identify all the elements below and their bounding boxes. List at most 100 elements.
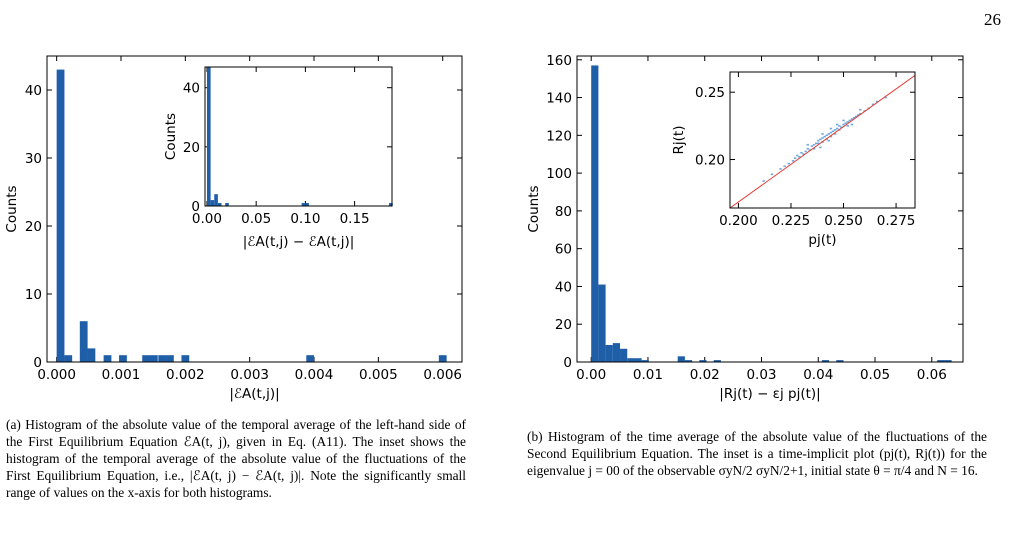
a-main-xtick-label: 0.005 [359, 367, 398, 383]
a-main-plot-border [46, 55, 463, 363]
a-main-xtick-label: 0.002 [166, 367, 205, 383]
a-inset-bar [206, 67, 211, 206]
b-inset-xtick-label: 0.225 [772, 213, 811, 229]
b-inset-point [821, 137, 824, 139]
b-main-bar [598, 284, 606, 362]
b-main-y-axis-label: Counts [526, 185, 542, 232]
b-main-bar [944, 360, 952, 362]
b-inset-point [846, 121, 849, 123]
a-inset-y-axis-label: Counts [163, 113, 179, 160]
b-inset-point [829, 131, 833, 134]
a-inset-xtick-label: 0.00 [192, 211, 222, 227]
b-inset-point [833, 129, 837, 131]
b-inset-point [857, 114, 860, 116]
b-main-plot-border [576, 55, 964, 363]
b-inset-point [852, 116, 856, 119]
b-main-xtick-label: 0.06 [917, 367, 947, 383]
b-inset-y-axis-label: Rj(t) [671, 126, 687, 155]
b-inset-point [831, 130, 835, 133]
b-inset-point [819, 138, 822, 141]
b-main-xtick-label: 0.01 [633, 367, 663, 383]
b-inset-point [762, 180, 765, 182]
a-main-x-axis-label: |ℰA(t,j)| [229, 386, 279, 402]
a-main-bar [149, 355, 158, 362]
a-inset-ytick-label: 20 [183, 140, 200, 156]
b-inset-point [836, 123, 839, 126]
b-inset-point [810, 145, 814, 147]
b-inset-point [884, 96, 887, 99]
b-inset-fit-line [729, 74, 916, 209]
a-inset-x-axis-label: |ℰA(t,j) − ℰA(t,j)| [243, 234, 355, 250]
a-inset-bar [214, 194, 218, 206]
a-main-xtick-label: 0.004 [295, 367, 334, 383]
a-main-xtick-label: 0.000 [37, 367, 76, 383]
b-main-bar [684, 360, 693, 362]
b-main-ytick-label: 20 [555, 317, 572, 333]
a-main-bar [181, 355, 190, 362]
b-inset-point [875, 100, 879, 103]
a-inset-bar [389, 203, 393, 206]
b-inset-point [819, 146, 822, 149]
a-inset-bar [225, 203, 229, 206]
caption-a: (a) Histogram of the absolute value of t… [6, 417, 466, 500]
b-inset-plot-border [729, 71, 916, 209]
b-main-xtick-label: 0.00 [576, 367, 606, 383]
a-main-bar [56, 69, 65, 362]
b-main-xtick-label: 0.02 [690, 367, 720, 383]
b-inset-point [842, 123, 845, 126]
a-main-bar [306, 355, 315, 362]
b-main-ytick-label: 100 [546, 166, 572, 182]
a-main-bar [142, 355, 151, 362]
a-inset-xtick-label: 0.10 [290, 211, 320, 227]
a-inset-ytick-label: 0 [191, 199, 200, 215]
a-main-ytick-label: 0 [33, 355, 42, 371]
b-inset-point [838, 125, 841, 127]
b-inset-point [808, 149, 812, 151]
b-inset-point [829, 135, 833, 138]
b-main-xtick-label: 0.05 [860, 367, 890, 383]
b-inset-point [827, 133, 831, 135]
b-inset-xtick-label: 0.200 [719, 213, 758, 229]
b-inset-point [836, 127, 839, 130]
b-inset-x-axis-label: pj(t) [808, 232, 836, 248]
b-main-ytick-label: 160 [546, 53, 572, 69]
b-main-xtick-label: 0.04 [803, 367, 833, 383]
b-main-bar [620, 348, 628, 362]
a-main-xtick-label: 0.003 [230, 367, 269, 383]
a-inset-xtick-label: 0.15 [340, 211, 370, 227]
b-main-bar [641, 360, 649, 362]
page-number: 26 [984, 10, 1001, 29]
a-inset-bar [305, 203, 309, 206]
a-inset-bar [217, 203, 222, 206]
b-inset-point [854, 115, 858, 118]
b-inset-point [821, 133, 824, 135]
a-inset-bar [301, 203, 306, 206]
b-main-bar [591, 65, 599, 362]
b-inset-point [859, 108, 862, 111]
a-main-ytick-label: 10 [25, 287, 42, 303]
a-main-ytick-label: 40 [25, 83, 42, 99]
b-inset-point [846, 125, 849, 127]
b-main-ytick-label: 120 [546, 128, 572, 144]
a-main-y-axis-label: Counts [4, 185, 20, 232]
b-inset-point [770, 173, 774, 176]
a-inset-plot-border [204, 66, 393, 207]
b-inset-point [817, 139, 820, 142]
b-inset-point [850, 118, 854, 120]
b-inset-point [825, 134, 828, 137]
figure-canvas: 0.000 0.001 0.002 0.003 0.004 0.005 0.00601020… [4, 53, 964, 402]
a-main-bar [438, 355, 447, 362]
a-main-xtick-label: 0.006 [423, 367, 462, 383]
b-inset-ytick-label: 0.20 [695, 153, 725, 169]
b-main-bar [612, 343, 621, 362]
b-inset-point [783, 165, 786, 168]
b-inset-point [848, 119, 852, 122]
b-inset-point [814, 142, 818, 145]
b-inset-point [806, 147, 809, 150]
b-inset-point [793, 157, 797, 159]
b-inset-point [817, 142, 820, 145]
b-main-ytick-label: 60 [555, 242, 572, 258]
b-main-bar [836, 360, 844, 362]
a-inset-plot-frame [204, 66, 393, 207]
b-inset-point [871, 103, 875, 106]
